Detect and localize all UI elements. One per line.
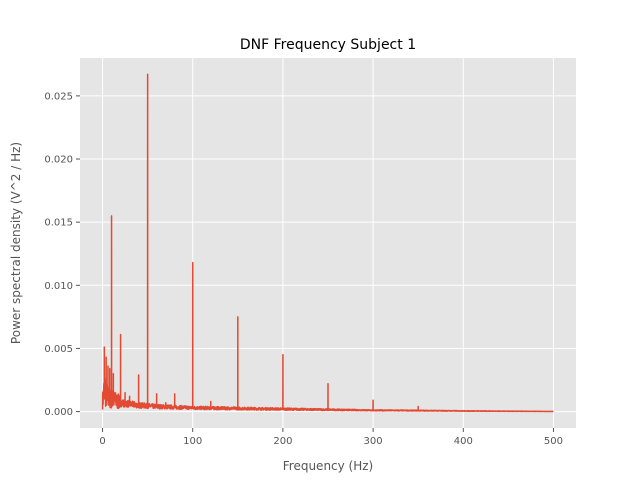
x-tick-label: 400 xyxy=(454,436,473,447)
y-tick-label: 0.005 xyxy=(44,344,73,355)
x-tick-label: 500 xyxy=(544,436,563,447)
x-tick-label: 0 xyxy=(99,436,105,447)
x-axis-label: Frequency (Hz) xyxy=(283,459,374,473)
y-tick-label: 0.000 xyxy=(44,407,73,418)
grid-lines xyxy=(80,58,576,428)
x-tick-label: 300 xyxy=(364,436,383,447)
y-axis-label: Power spectral density (V^2 / Hz) xyxy=(9,142,23,344)
y-tick-label: 0.010 xyxy=(44,281,73,292)
plot-background xyxy=(80,58,576,428)
chart-title: DNF Frequency Subject 1 xyxy=(240,37,416,53)
x-tick-label: 200 xyxy=(273,436,292,447)
x-tick-label: 100 xyxy=(183,436,202,447)
y-tick-label: 0.025 xyxy=(44,91,73,102)
y-tick-label: 0.015 xyxy=(44,218,73,229)
y-tick-label: 0.020 xyxy=(44,155,73,166)
series-psd xyxy=(101,73,555,413)
tick-labels: 0 100 200 300 400 500 0.000 0.005 0.010 0.015 0.02… xyxy=(44,91,563,447)
psd-line xyxy=(101,73,555,413)
